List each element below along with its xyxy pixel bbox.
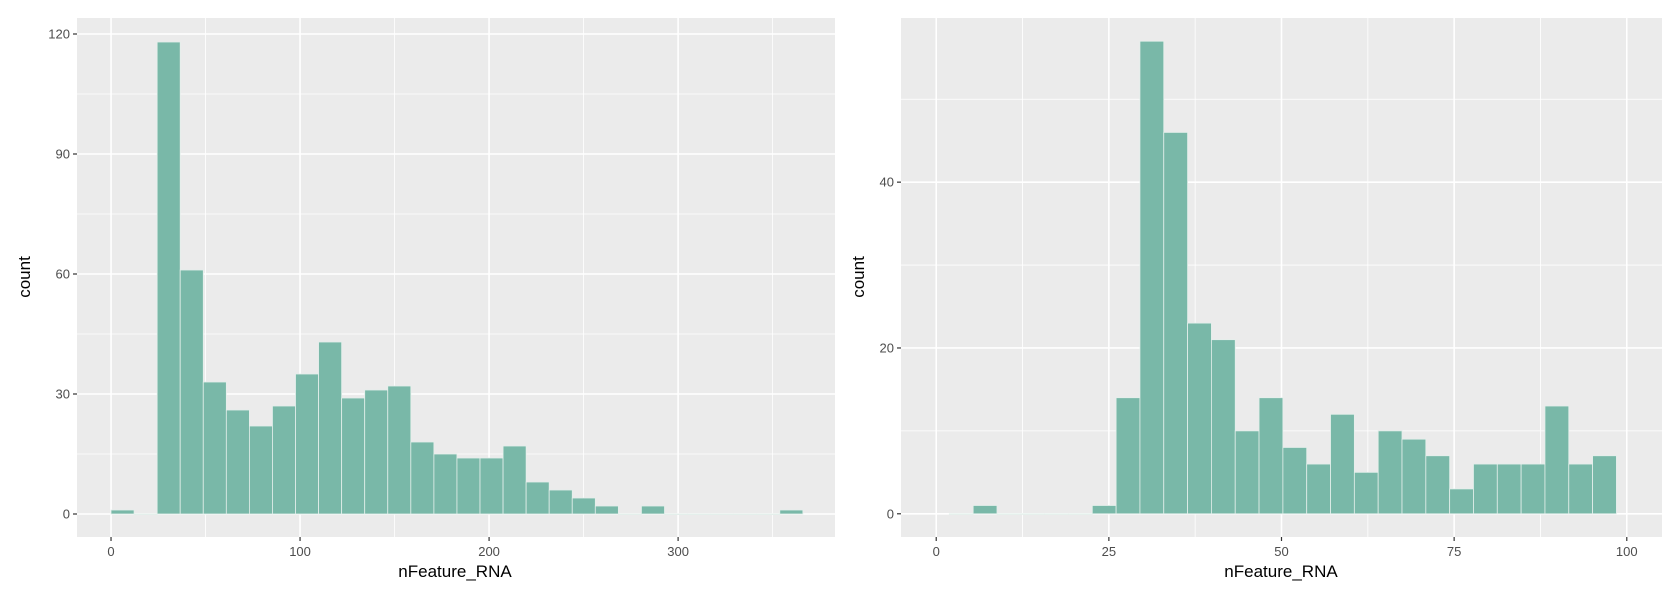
right-histogram-bar bbox=[1282, 447, 1308, 515]
right-histogram-bar bbox=[1187, 322, 1212, 515]
left-histogram-bar bbox=[110, 509, 135, 515]
left-histogram-bar bbox=[710, 513, 735, 516]
right-histogram-bar bbox=[1520, 463, 1546, 515]
left-histogram-bar bbox=[133, 513, 158, 516]
right-y-tick-label: 40 bbox=[880, 175, 894, 190]
right-histogram-bar bbox=[1020, 513, 1046, 515]
left-histogram-bar bbox=[295, 373, 319, 515]
left-y-tick-label: 60 bbox=[56, 267, 70, 282]
left-histogram-bar bbox=[756, 513, 781, 516]
right-histogram-bar bbox=[1544, 405, 1570, 515]
right-histogram-bar bbox=[1377, 430, 1403, 515]
left-histogram-bar bbox=[364, 389, 389, 515]
right-x-tick-label: 100 bbox=[1616, 544, 1638, 559]
left-y-tick-label: 0 bbox=[63, 507, 70, 522]
right-histogram-bar bbox=[1425, 455, 1451, 515]
right-histogram-bar bbox=[1115, 397, 1141, 515]
right-x-tick-label: 75 bbox=[1447, 544, 1461, 559]
left-histogram-bar bbox=[641, 505, 665, 515]
left-histogram-bar bbox=[202, 381, 227, 515]
left-histogram-bar bbox=[341, 397, 366, 515]
right-x-tick-label: 25 bbox=[1102, 544, 1116, 559]
left-histogram-bar bbox=[248, 425, 273, 515]
left-histogram-bar bbox=[433, 453, 458, 515]
right-x-tick-label: 0 bbox=[933, 544, 940, 559]
left-histogram-bar bbox=[548, 489, 573, 515]
right-histogram-panel: 0 25 50 75 100 0 20 40 bbox=[880, 18, 1662, 559]
right-x-tick-label: 50 bbox=[1274, 544, 1288, 559]
right-histogram-bar bbox=[996, 513, 1022, 515]
left-histogram-bar bbox=[779, 509, 804, 515]
right-histogram-bar bbox=[1592, 455, 1617, 515]
left-x-tick-label: 300 bbox=[667, 544, 689, 559]
right-histogram-bar bbox=[972, 505, 998, 515]
right-histogram-bar bbox=[1163, 132, 1188, 515]
right-histogram-bar bbox=[1068, 513, 1093, 515]
left-histogram-bar bbox=[664, 513, 688, 516]
left-y-tick-label: 30 bbox=[56, 387, 70, 402]
left-x-tick-label: 200 bbox=[478, 544, 500, 559]
right-histogram-bar bbox=[1091, 505, 1117, 515]
right-histogram-bar bbox=[1044, 513, 1069, 515]
left-histogram-bar bbox=[687, 513, 712, 516]
right-histogram-bar bbox=[1401, 438, 1427, 515]
right-y-tick-label: 0 bbox=[887, 506, 894, 521]
left-histogram-bar bbox=[571, 497, 596, 515]
left-x-tick-label: 0 bbox=[107, 544, 114, 559]
right-x-axis-title: nFeature_RNA bbox=[1224, 562, 1338, 581]
left-histogram-bar bbox=[179, 269, 204, 515]
right-histogram-bar bbox=[1568, 463, 1593, 515]
left-histogram-bar bbox=[456, 457, 481, 515]
right-histogram-bar bbox=[1496, 463, 1522, 515]
right-histogram-bar bbox=[1449, 488, 1474, 515]
right-histogram-bar bbox=[1139, 40, 1165, 515]
right-histogram-bar bbox=[948, 513, 974, 515]
left-y-axis-title: count bbox=[15, 256, 34, 298]
right-histogram-bar bbox=[1353, 471, 1379, 515]
left-histogram-bar bbox=[318, 341, 343, 515]
left-histogram-bar bbox=[479, 457, 504, 515]
left-histogram-panel: 0 100 200 300 0 30 60 90 120 bbox=[48, 18, 835, 559]
right-histogram-bar bbox=[1306, 463, 1331, 515]
left-histogram-bar bbox=[225, 409, 250, 515]
left-x-tick-label: 100 bbox=[289, 544, 311, 559]
right-y-axis-title: count bbox=[849, 256, 868, 298]
left-histogram-bar bbox=[156, 41, 181, 515]
left-histogram-bar bbox=[594, 505, 619, 515]
left-histogram-bar bbox=[272, 405, 296, 515]
right-histogram-bar bbox=[1330, 413, 1355, 515]
right-histogram-bar bbox=[1234, 430, 1260, 515]
left-x-axis-title: nFeature_RNA bbox=[398, 562, 512, 581]
left-histogram-bar bbox=[733, 513, 758, 516]
left-histogram-bar bbox=[617, 513, 642, 516]
left-y-tick-label: 120 bbox=[48, 27, 70, 42]
left-y-tick-label: 90 bbox=[56, 147, 70, 162]
left-histogram-bar bbox=[502, 445, 527, 515]
left-histogram-bar bbox=[387, 385, 412, 515]
right-histogram-bar bbox=[1473, 463, 1498, 515]
right-histogram-bar bbox=[1258, 397, 1284, 515]
left-histogram-bar bbox=[410, 441, 435, 515]
right-y-tick-label: 20 bbox=[880, 340, 894, 355]
left-histogram-bar bbox=[525, 481, 550, 515]
right-histogram-bar bbox=[1211, 339, 1236, 515]
